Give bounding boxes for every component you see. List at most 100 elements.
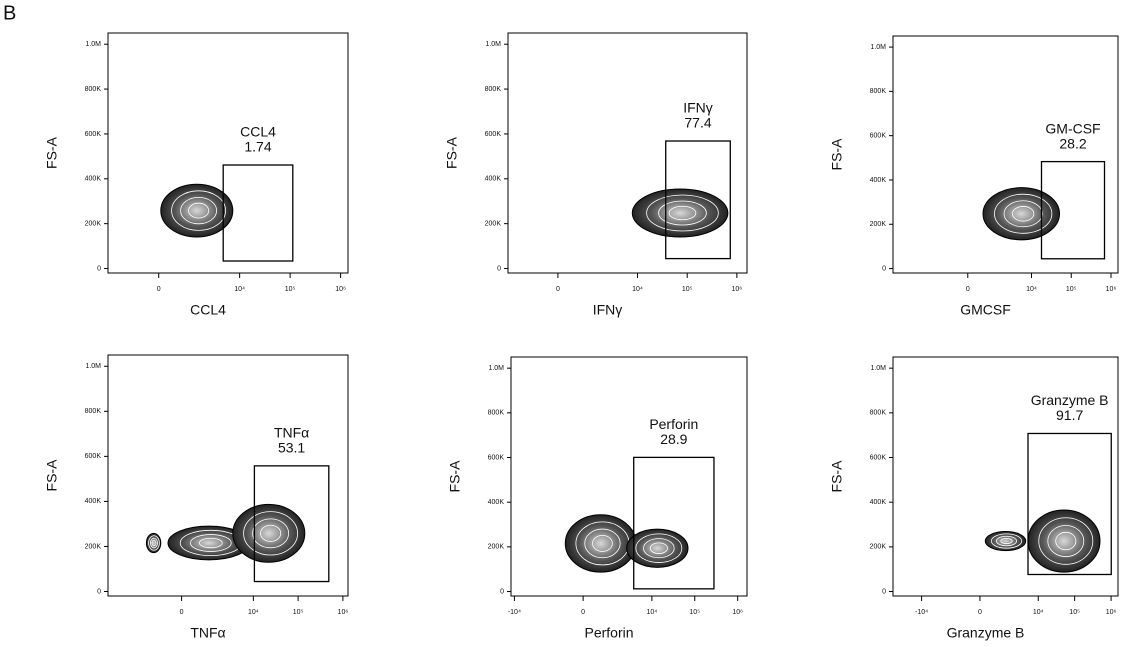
x-tick-label: 10⁶: [1106, 286, 1117, 293]
y-tick-label: 200K: [488, 544, 505, 551]
y-axis-title: FS-A: [44, 136, 60, 169]
x-axis-title: Granzyme B: [947, 625, 1025, 641]
gate: [665, 140, 731, 260]
x-tick-label: 10⁴: [1033, 609, 1044, 616]
y-tick-label: 400K: [870, 177, 887, 184]
y-tick-label: 400K: [488, 499, 505, 506]
x-tick-label: 10⁵: [682, 286, 693, 293]
gate: [1040, 160, 1106, 260]
y-tick-label: 400K: [85, 498, 102, 505]
plot-frame: [107, 32, 349, 274]
contour-line: [995, 535, 1018, 547]
y-tick-label: 400K: [485, 176, 502, 183]
x-tick-label: 10⁴: [1026, 286, 1037, 293]
gate-label: Granzyme B: [1031, 392, 1109, 408]
x-tick-label: 10⁴: [234, 286, 245, 293]
y-tick-label: 0: [497, 265, 501, 272]
gate-percent: 28.9: [660, 431, 687, 447]
contour-line: [243, 511, 299, 556]
gate-label: CCL4: [240, 124, 276, 140]
contour-line: [1038, 517, 1094, 565]
y-tick-label: 0: [97, 588, 101, 595]
contour-line: [171, 190, 227, 231]
y-tick-label: 600K: [85, 453, 102, 460]
contour-line: [180, 197, 218, 225]
contour-line: [584, 528, 621, 559]
y-tick-label: 800K: [85, 86, 102, 93]
plot-frame: [107, 354, 349, 597]
gate: [253, 465, 330, 583]
x-tick-label: 10⁵: [285, 286, 296, 293]
x-tick-label: 10⁵: [293, 609, 304, 616]
x-axis-title: GMCSF: [960, 302, 1011, 318]
x-tick-label: 10⁴: [632, 286, 643, 293]
contour-line: [1000, 537, 1013, 545]
plot-frame: [510, 356, 748, 597]
y-tick-label: 200K: [85, 543, 102, 550]
y-tick-label: 600K: [85, 131, 102, 138]
x-tick-label: 10⁴: [248, 609, 259, 616]
y-axis-title: FS-A: [829, 460, 845, 493]
contour-line: [190, 534, 232, 552]
y-tick-label: 200K: [485, 220, 502, 227]
x-tick-label: 0: [581, 609, 585, 616]
contour-line: [658, 200, 707, 226]
contour-line: [260, 524, 282, 542]
x-tick-label: -10⁴: [508, 609, 521, 616]
x-tick-label: 10⁶: [732, 609, 743, 616]
x-tick-label: -10⁴: [915, 609, 928, 616]
y-axis-title: FS-A: [44, 459, 60, 492]
contour-line: [994, 193, 1053, 234]
y-axis-title: FS-A: [447, 460, 463, 493]
contour-line: [149, 537, 158, 549]
x-axis-title: Perforin: [584, 625, 633, 641]
y-tick-label: 200K: [870, 544, 887, 551]
plot-frame: [892, 356, 1119, 597]
contour-line: [252, 518, 290, 549]
x-tick-label: 10⁶: [338, 609, 349, 616]
y-tick-label: 800K: [485, 86, 502, 93]
x-tick-label: 10⁶: [1106, 609, 1117, 616]
y-tick-label: 800K: [488, 410, 505, 417]
x-axis-title: CCL4: [190, 302, 226, 318]
x-tick-label: 0: [180, 609, 184, 616]
y-tick-label: 0: [882, 265, 886, 272]
contour-line: [635, 533, 683, 563]
gate-percent: 28.2: [1059, 135, 1086, 151]
y-tick-label: 1.0M: [870, 365, 886, 372]
x-tick-label: 0: [966, 286, 970, 293]
y-tick-label: 0: [97, 265, 101, 272]
x-tick-label: 10⁵: [1066, 286, 1077, 293]
contour-line: [1047, 525, 1085, 557]
x-tick-label: 10⁵: [689, 609, 700, 616]
y-axis-title: FS-A: [829, 138, 845, 171]
gate-percent: 1.74: [244, 139, 271, 155]
gate-percent: 53.1: [278, 440, 305, 456]
plot-frame: [507, 32, 748, 274]
gate-label: IFNγ: [683, 100, 713, 116]
gate-label: Perforin: [649, 416, 698, 432]
plot-frame: [892, 35, 1119, 274]
contour-line: [592, 534, 613, 552]
x-tick-label: 0: [157, 286, 161, 293]
y-tick-label: 800K: [870, 88, 887, 95]
y-tick-label: 600K: [488, 454, 505, 461]
contour-line: [148, 535, 160, 551]
gate: [222, 164, 294, 262]
contour-line: [668, 205, 697, 221]
contour-line: [1055, 531, 1077, 551]
x-axis-title: IFNγ: [593, 302, 623, 318]
x-tick-label: 0: [978, 609, 982, 616]
x-tick-label: 10⁶: [732, 286, 743, 293]
gate-label: TNFα: [274, 425, 309, 441]
gate-percent: 91.7: [1056, 407, 1083, 423]
y-tick-label: 600K: [870, 133, 887, 140]
y-tick-label: 400K: [870, 499, 887, 506]
